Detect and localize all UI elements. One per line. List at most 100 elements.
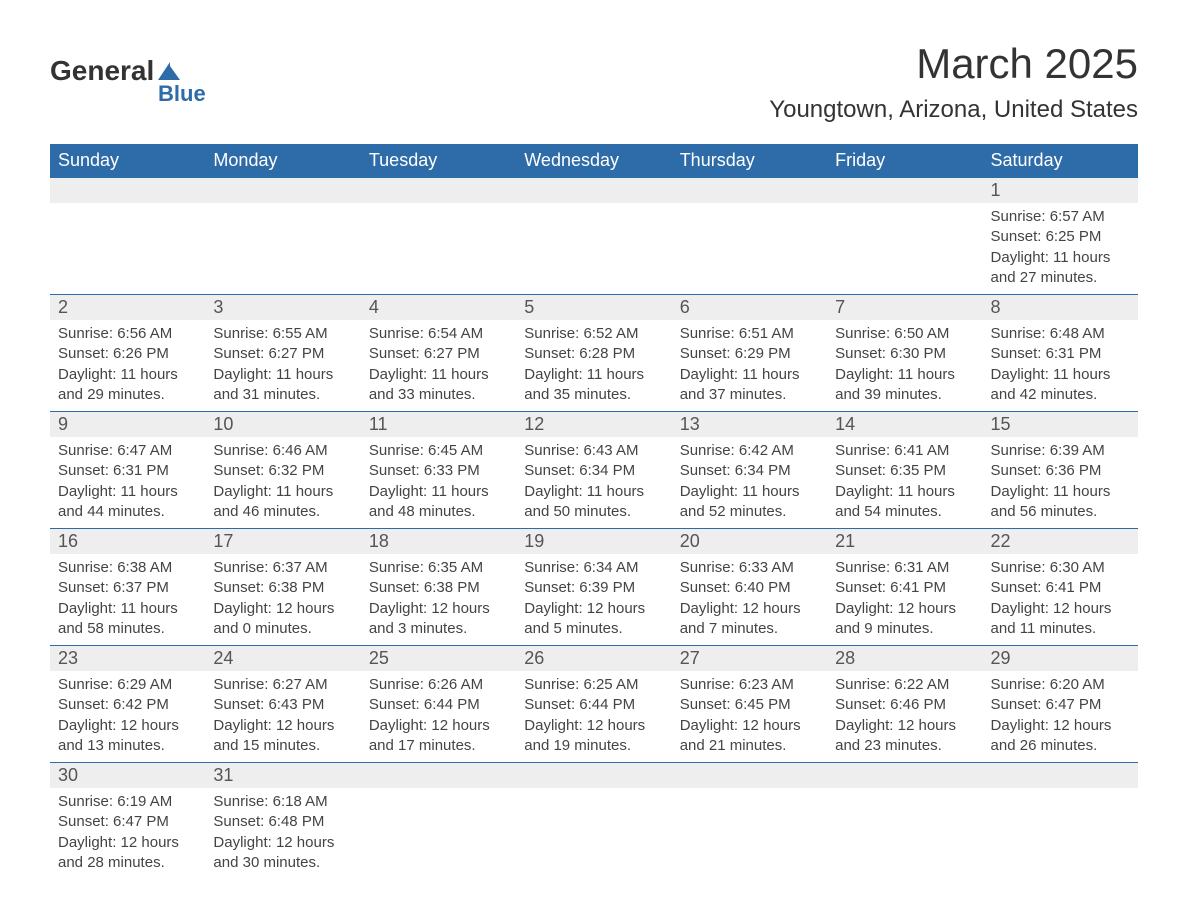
day-detail-cell: Sunrise: 6:56 AMSunset: 6:26 PMDaylight:… <box>50 320 205 412</box>
logo: General Blue <box>50 55 206 107</box>
day-number-cell: 25 <box>361 646 516 672</box>
week-detail-row: Sunrise: 6:47 AMSunset: 6:31 PMDaylight:… <box>50 437 1138 529</box>
day-number-cell: 30 <box>50 763 205 789</box>
day-detail-cell: Sunrise: 6:31 AMSunset: 6:41 PMDaylight:… <box>827 554 982 646</box>
day-detail-cell <box>361 788 516 879</box>
day-number-cell: 17 <box>205 529 360 555</box>
day-number-cell: 5 <box>516 295 671 321</box>
day-number-cell: 8 <box>983 295 1138 321</box>
day-detail-cell: Sunrise: 6:55 AMSunset: 6:27 PMDaylight:… <box>205 320 360 412</box>
day-detail-cell: Sunrise: 6:39 AMSunset: 6:36 PMDaylight:… <box>983 437 1138 529</box>
day-detail-cell: Sunrise: 6:18 AMSunset: 6:48 PMDaylight:… <box>205 788 360 879</box>
day-detail-cell: Sunrise: 6:34 AMSunset: 6:39 PMDaylight:… <box>516 554 671 646</box>
day-detail-cell: Sunrise: 6:57 AMSunset: 6:25 PMDaylight:… <box>983 203 1138 295</box>
day-number-cell <box>672 178 827 204</box>
day-header-mon: Monday <box>205 144 360 178</box>
day-number-cell <box>516 763 671 789</box>
day-number-cell: 15 <box>983 412 1138 438</box>
day-number-cell <box>205 178 360 204</box>
day-header-fri: Friday <box>827 144 982 178</box>
calendar-body: 1 Sunrise: 6:57 AMSunset: 6:25 PMDayligh… <box>50 178 1138 880</box>
day-number-cell: 29 <box>983 646 1138 672</box>
logo-word-2: Blue <box>158 81 206 107</box>
day-detail-cell: Sunrise: 6:20 AMSunset: 6:47 PMDaylight:… <box>983 671 1138 763</box>
day-header-thu: Thursday <box>672 144 827 178</box>
day-detail-cell <box>672 788 827 879</box>
day-number-cell <box>983 763 1138 789</box>
day-detail-cell: Sunrise: 6:43 AMSunset: 6:34 PMDaylight:… <box>516 437 671 529</box>
day-number-cell: 24 <box>205 646 360 672</box>
day-detail-cell: Sunrise: 6:37 AMSunset: 6:38 PMDaylight:… <box>205 554 360 646</box>
week-detail-row: Sunrise: 6:56 AMSunset: 6:26 PMDaylight:… <box>50 320 1138 412</box>
day-header-row: Sunday Monday Tuesday Wednesday Thursday… <box>50 144 1138 178</box>
day-detail-cell: Sunrise: 6:19 AMSunset: 6:47 PMDaylight:… <box>50 788 205 879</box>
day-number-cell: 6 <box>672 295 827 321</box>
week-num-row: 2345678 <box>50 295 1138 321</box>
day-header-tue: Tuesday <box>361 144 516 178</box>
day-number-cell: 2 <box>50 295 205 321</box>
logo-word-1: General <box>50 55 154 87</box>
logo-text: General <box>50 55 170 87</box>
day-detail-cell: Sunrise: 6:33 AMSunset: 6:40 PMDaylight:… <box>672 554 827 646</box>
day-number-cell: 11 <box>361 412 516 438</box>
day-detail-cell: Sunrise: 6:26 AMSunset: 6:44 PMDaylight:… <box>361 671 516 763</box>
day-detail-cell: Sunrise: 6:41 AMSunset: 6:35 PMDaylight:… <box>827 437 982 529</box>
day-number-cell: 12 <box>516 412 671 438</box>
day-number-cell <box>827 763 982 789</box>
day-detail-cell <box>672 203 827 295</box>
week-num-row: 3031 <box>50 763 1138 789</box>
day-number-cell: 26 <box>516 646 671 672</box>
location: Youngtown, Arizona, United States <box>769 96 1138 124</box>
day-detail-cell <box>205 203 360 295</box>
day-header-wed: Wednesday <box>516 144 671 178</box>
day-number-cell: 16 <box>50 529 205 555</box>
day-number-cell <box>672 763 827 789</box>
day-detail-cell: Sunrise: 6:48 AMSunset: 6:31 PMDaylight:… <box>983 320 1138 412</box>
day-detail-cell: Sunrise: 6:42 AMSunset: 6:34 PMDaylight:… <box>672 437 827 529</box>
calendar-table: Sunday Monday Tuesday Wednesday Thursday… <box>50 144 1138 879</box>
day-number-cell: 19 <box>516 529 671 555</box>
day-number-cell <box>361 763 516 789</box>
day-detail-cell: Sunrise: 6:46 AMSunset: 6:32 PMDaylight:… <box>205 437 360 529</box>
day-detail-cell: Sunrise: 6:38 AMSunset: 6:37 PMDaylight:… <box>50 554 205 646</box>
week-detail-row: Sunrise: 6:29 AMSunset: 6:42 PMDaylight:… <box>50 671 1138 763</box>
week-detail-row: Sunrise: 6:57 AMSunset: 6:25 PMDaylight:… <box>50 203 1138 295</box>
day-detail-cell: Sunrise: 6:51 AMSunset: 6:29 PMDaylight:… <box>672 320 827 412</box>
day-detail-cell <box>983 788 1138 879</box>
day-number-cell: 21 <box>827 529 982 555</box>
day-detail-cell <box>827 788 982 879</box>
day-number-cell: 28 <box>827 646 982 672</box>
title-block: March 2025 Youngtown, Arizona, United St… <box>769 40 1138 124</box>
week-num-row: 16171819202122 <box>50 529 1138 555</box>
day-header-sun: Sunday <box>50 144 205 178</box>
week-num-row: 9101112131415 <box>50 412 1138 438</box>
day-detail-cell: Sunrise: 6:47 AMSunset: 6:31 PMDaylight:… <box>50 437 205 529</box>
day-detail-cell: Sunrise: 6:35 AMSunset: 6:38 PMDaylight:… <box>361 554 516 646</box>
day-number-cell: 31 <box>205 763 360 789</box>
logo-triangle-icon <box>158 62 170 80</box>
day-number-cell <box>361 178 516 204</box>
week-detail-row: Sunrise: 6:19 AMSunset: 6:47 PMDaylight:… <box>50 788 1138 879</box>
day-detail-cell <box>827 203 982 295</box>
day-number-cell: 22 <box>983 529 1138 555</box>
day-number-cell: 7 <box>827 295 982 321</box>
day-number-cell: 18 <box>361 529 516 555</box>
day-number-cell: 4 <box>361 295 516 321</box>
week-detail-row: Sunrise: 6:38 AMSunset: 6:37 PMDaylight:… <box>50 554 1138 646</box>
day-number-cell: 20 <box>672 529 827 555</box>
day-number-cell: 14 <box>827 412 982 438</box>
month-title: March 2025 <box>769 40 1138 88</box>
day-detail-cell: Sunrise: 6:27 AMSunset: 6:43 PMDaylight:… <box>205 671 360 763</box>
header: General Blue March 2025 Youngtown, Arizo… <box>50 40 1138 124</box>
day-number-cell: 3 <box>205 295 360 321</box>
day-number-cell: 9 <box>50 412 205 438</box>
week-num-row: 1 <box>50 178 1138 204</box>
day-number-cell: 13 <box>672 412 827 438</box>
week-num-row: 23242526272829 <box>50 646 1138 672</box>
day-number-cell: 1 <box>983 178 1138 204</box>
day-number-cell <box>516 178 671 204</box>
day-detail-cell: Sunrise: 6:29 AMSunset: 6:42 PMDaylight:… <box>50 671 205 763</box>
day-detail-cell <box>516 203 671 295</box>
day-number-cell: 10 <box>205 412 360 438</box>
day-detail-cell <box>516 788 671 879</box>
